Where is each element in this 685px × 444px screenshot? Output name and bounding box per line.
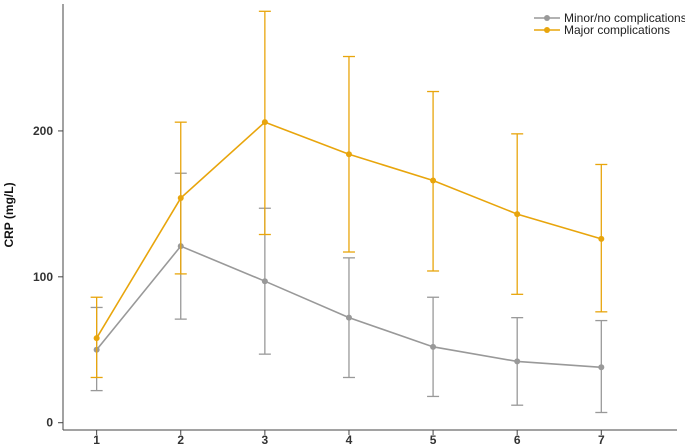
x-tick-label: 4 <box>346 433 353 444</box>
data-point <box>345 151 352 158</box>
y-axis-label: CRP (mg/L) <box>2 182 16 247</box>
y-ticks: 0 100 200 <box>33 124 63 430</box>
y-tick-label: 100 <box>33 270 53 284</box>
series-layer <box>90 10 608 414</box>
legend-label: Minor/no complications <box>564 11 685 25</box>
data-point <box>598 364 605 371</box>
legend-label: Major complications <box>564 23 670 37</box>
data-point <box>93 335 100 342</box>
x-tick-label: 3 <box>262 433 269 444</box>
x-ticks: 1 2 3 4 5 6 7 <box>93 430 605 444</box>
data-point <box>261 119 268 126</box>
data-point <box>514 211 521 218</box>
x-tick-label: 2 <box>177 433 184 444</box>
data-point <box>514 358 521 365</box>
data-point <box>345 314 352 321</box>
series-2 <box>90 10 608 379</box>
data-point <box>261 278 268 285</box>
x-tick-label: 7 <box>598 433 605 444</box>
y-tick-label: 200 <box>33 124 53 138</box>
data-point <box>430 343 437 350</box>
x-tick-label: 6 <box>514 433 521 444</box>
x-tick-label: 5 <box>430 433 437 444</box>
legend-swatch-marker <box>544 27 550 33</box>
legend-swatch-marker <box>544 15 550 21</box>
y-tick-label: 0 <box>46 416 53 430</box>
data-point <box>598 235 605 242</box>
data-point <box>430 177 437 184</box>
axes <box>62 4 677 431</box>
x-tick-label: 1 <box>93 433 100 444</box>
data-point <box>177 195 184 202</box>
